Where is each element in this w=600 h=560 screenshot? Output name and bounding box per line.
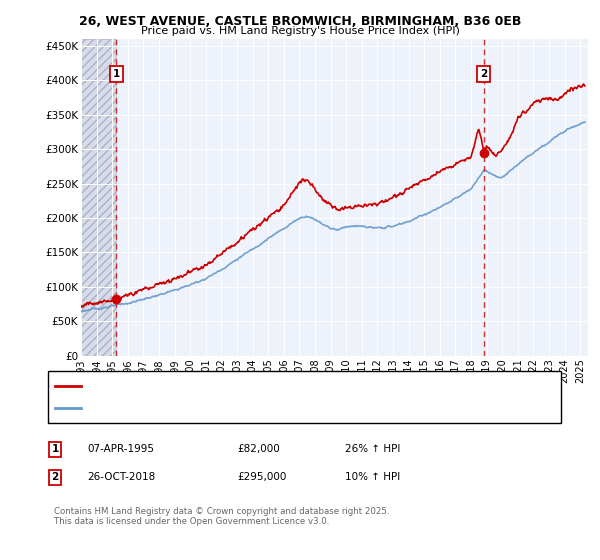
Text: 2: 2	[52, 472, 59, 482]
Text: Price paid vs. HM Land Registry's House Price Index (HPI): Price paid vs. HM Land Registry's House …	[140, 26, 460, 36]
Text: 26, WEST AVENUE, CASTLE BROMWICH, BIRMINGHAM, B36 0EB: 26, WEST AVENUE, CASTLE BROMWICH, BIRMIN…	[79, 15, 521, 28]
Text: HPI: Average price, semi-detached house, Solihull: HPI: Average price, semi-detached house,…	[85, 403, 334, 413]
Text: 07-APR-1995: 07-APR-1995	[87, 444, 154, 454]
Text: 26% ↑ HPI: 26% ↑ HPI	[345, 444, 400, 454]
Text: 26, WEST AVENUE, CASTLE BROMWICH, BIRMINGHAM, B36 0EB (semi-detached house): 26, WEST AVENUE, CASTLE BROMWICH, BIRMIN…	[85, 381, 520, 391]
Text: £295,000: £295,000	[237, 472, 286, 482]
Text: 2: 2	[480, 68, 487, 78]
Text: Contains HM Land Registry data © Crown copyright and database right 2025.
This d: Contains HM Land Registry data © Crown c…	[54, 507, 389, 526]
Text: 26-OCT-2018: 26-OCT-2018	[87, 472, 155, 482]
Text: 1: 1	[113, 68, 120, 78]
Text: 1: 1	[52, 444, 59, 454]
Text: 10% ↑ HPI: 10% ↑ HPI	[345, 472, 400, 482]
Text: £82,000: £82,000	[237, 444, 280, 454]
